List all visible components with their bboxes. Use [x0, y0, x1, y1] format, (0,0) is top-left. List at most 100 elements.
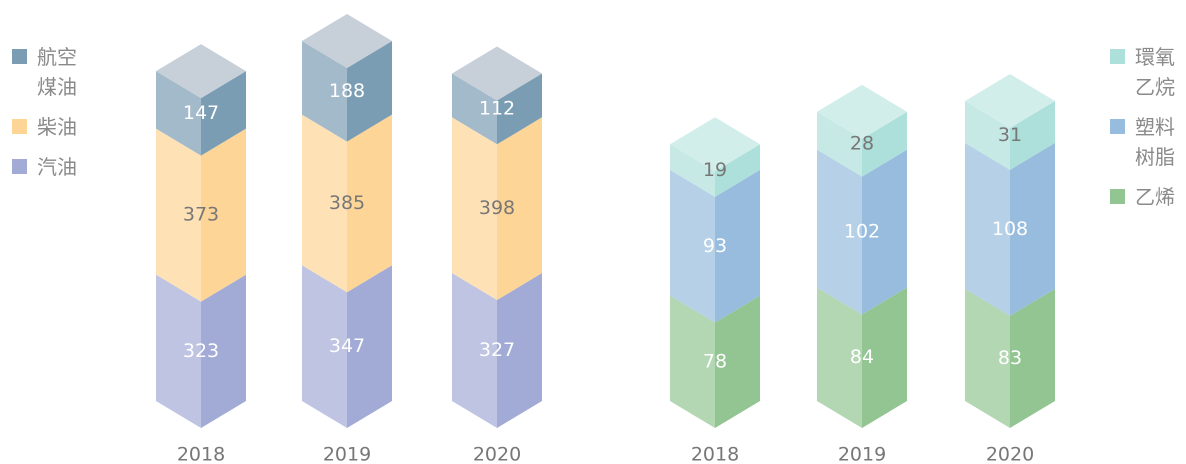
legend-swatch [1110, 189, 1125, 204]
legend-label: 柴油 [37, 115, 77, 139]
value-label: 84 [850, 346, 874, 368]
bar-face-left [452, 273, 497, 428]
legend-item: 航空煤油 [12, 42, 79, 102]
bar-segment [817, 84, 907, 177]
bar-segment [156, 44, 246, 156]
legend-label: 塑料树脂 [1135, 115, 1175, 169]
bar-top [302, 14, 392, 68]
bar-segment [670, 117, 760, 197]
bar-face-left [670, 144, 715, 197]
legend-swatch [12, 119, 27, 134]
bar-face-right [862, 111, 907, 177]
bar-face-right [497, 73, 542, 145]
x-tick-label: 2018 [177, 444, 225, 464]
bar-segment [452, 46, 542, 145]
bar-top [670, 117, 760, 172]
bar-face-right [347, 41, 392, 142]
value-label: 327 [479, 339, 515, 361]
bar-face-left [156, 71, 201, 156]
bar-face-left [156, 274, 201, 428]
bar-segment [302, 114, 392, 293]
bar-segment [670, 295, 760, 428]
x-tick-label: 2018 [691, 444, 739, 464]
legend-label: 環氧乙烷 [1135, 45, 1175, 99]
value-label: 323 [183, 340, 219, 362]
bar-face-left [670, 295, 715, 428]
bar-face-left [817, 111, 862, 177]
bar-face-right [1010, 142, 1055, 316]
bar-face-left [156, 128, 201, 302]
bar-segment [817, 149, 907, 315]
bar-segment [670, 169, 760, 323]
bar-face-left [670, 169, 715, 323]
bar-face-right [347, 114, 392, 293]
legend-item: 汽油 [12, 152, 79, 182]
bar-segment [817, 287, 907, 428]
value-label: 102 [844, 221, 880, 243]
bar-face-right [715, 169, 760, 323]
legend-label: 汽油 [37, 155, 77, 179]
value-label: 78 [703, 350, 727, 372]
bar-top [817, 84, 907, 139]
value-label: 147 [183, 102, 219, 124]
legend-swatch [12, 159, 27, 174]
bar-top [965, 74, 1055, 128]
bar-face-right [347, 265, 392, 428]
bar-face-right [1010, 101, 1055, 170]
bar-segment [452, 117, 542, 301]
bar-face-left [965, 101, 1010, 170]
value-label: 398 [479, 197, 515, 219]
bar-face-left [302, 265, 347, 428]
value-label: 112 [479, 97, 515, 119]
legend-swatch [12, 49, 27, 64]
value-label: 19 [703, 159, 727, 181]
bar-face-right [715, 295, 760, 428]
bar-face-left [965, 142, 1010, 316]
bar-face-right [497, 117, 542, 301]
bar-segment [302, 265, 392, 428]
legend-swatch [1110, 119, 1125, 134]
bar-segment [452, 273, 542, 428]
bar-segment [965, 142, 1055, 316]
value-label: 347 [329, 335, 365, 357]
legend-item: 乙烯 [1110, 182, 1177, 212]
x-tick-label: 2020 [986, 444, 1034, 464]
bar-segment [965, 74, 1055, 170]
bar-face-left [302, 114, 347, 293]
bar-face-right [497, 273, 542, 428]
bar-face-right [715, 144, 760, 197]
bar-face-left [817, 287, 862, 428]
bar-face-left [452, 117, 497, 301]
value-label: 373 [183, 204, 219, 226]
value-label: 28 [850, 133, 874, 155]
bar-face-left [965, 288, 1010, 428]
bar-segment [965, 288, 1055, 428]
bar-segment [156, 274, 246, 428]
bar-face-right [1010, 288, 1055, 428]
x-tick-label: 2019 [838, 444, 886, 464]
value-label: 31 [998, 124, 1022, 146]
x-tick-label: 2020 [473, 444, 521, 464]
legend-swatch [1110, 49, 1125, 64]
legend: 航空煤油 柴油 汽油 [12, 42, 79, 182]
bar-top [452, 46, 542, 101]
legend-label: 乙烯 [1135, 185, 1175, 209]
bar-face-right [201, 128, 246, 302]
bar-face-left [302, 41, 347, 142]
bar-face-left [452, 73, 497, 145]
value-label: 188 [329, 80, 365, 102]
bar-face-right [201, 71, 246, 156]
bar-segment [302, 14, 392, 142]
value-label: 93 [703, 235, 727, 257]
bar-face-right [862, 287, 907, 428]
legend-label: 航空煤油 [37, 45, 77, 99]
legend-item: 塑料树脂 [1110, 112, 1177, 172]
bar-top [156, 44, 246, 99]
legend-item: 柴油 [12, 112, 79, 142]
value-label: 385 [329, 192, 365, 214]
bar-face-left [817, 149, 862, 315]
bar-face-right [862, 149, 907, 315]
legend-item: 環氧乙烷 [1110, 42, 1177, 102]
bar-segment [156, 128, 246, 302]
